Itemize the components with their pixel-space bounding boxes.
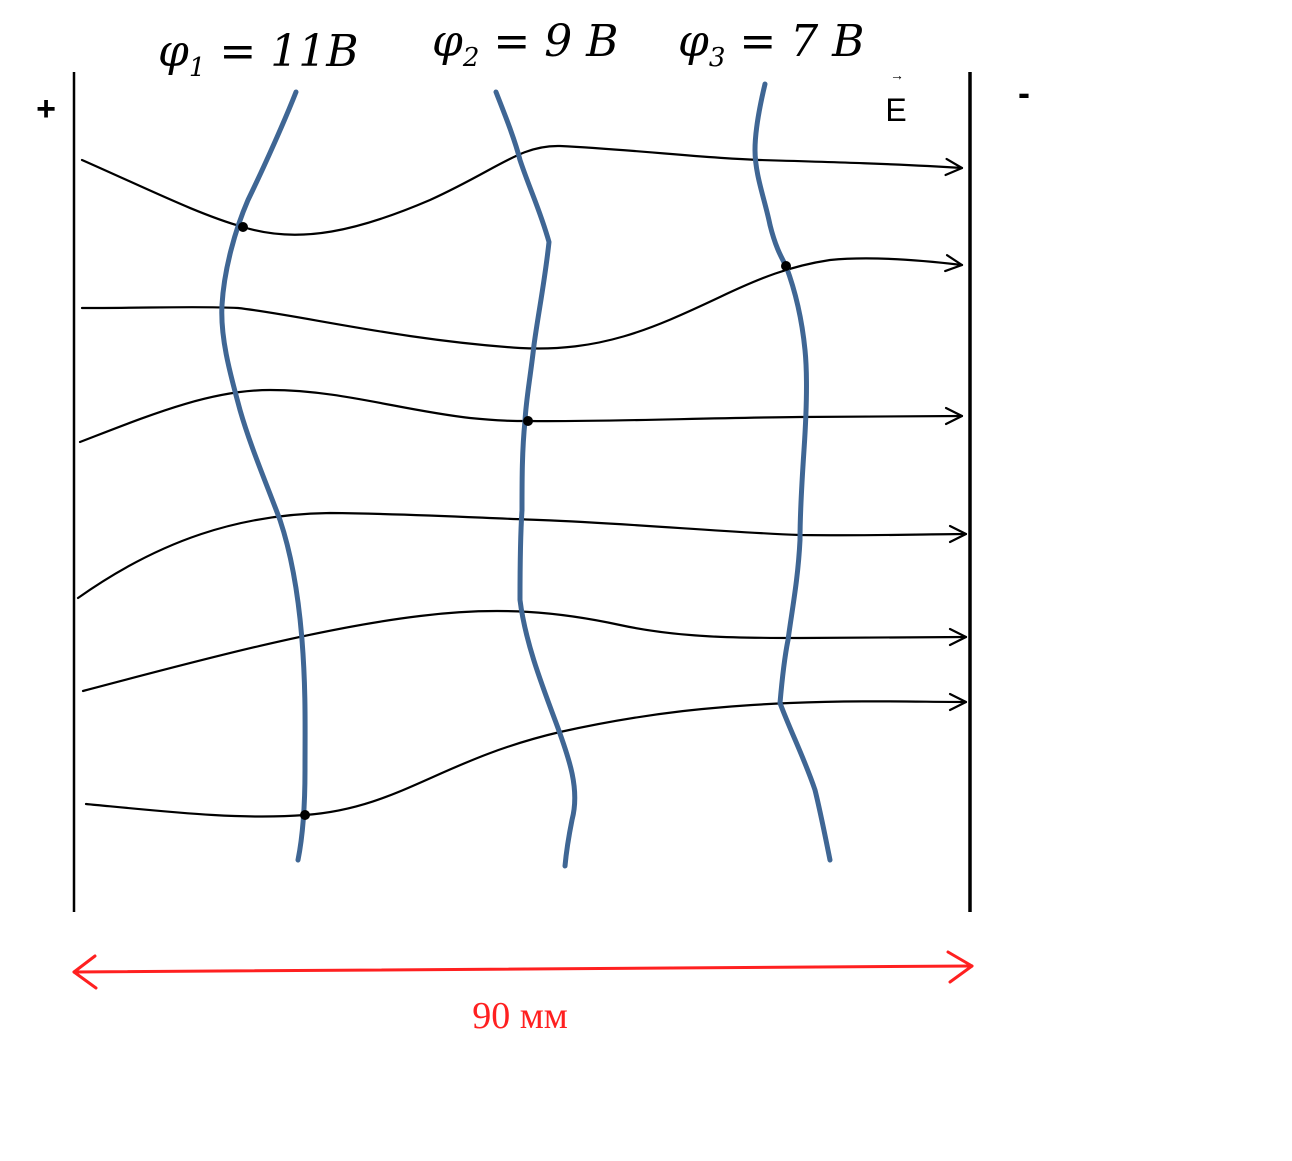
dimension-line: [72, 964, 974, 974]
field-line-1: [80, 144, 964, 236]
potential-label-2: φ2 = 9 B: [432, 16, 619, 73]
intersection-point-4: [300, 810, 310, 820]
intersection-point-1: [238, 222, 248, 232]
potential-2-symbol: φ: [432, 16, 463, 67]
field-line-2: [80, 254, 964, 350]
potential-2-index: 2: [462, 43, 480, 73]
potential-label-3: φ3 = 7 B: [678, 16, 865, 73]
potential-3-index: 3: [709, 43, 726, 73]
distance-dimension: [72, 950, 974, 990]
negative-sign: -: [1018, 72, 1030, 113]
field-line-5: [81, 609, 968, 693]
potential-1-index: 1: [189, 53, 206, 83]
field-line-6: [84, 692, 968, 818]
field-line-4: [76, 511, 968, 600]
field-line-3: [78, 388, 964, 444]
intersection-point-2: [781, 261, 791, 271]
dimension-arrowhead-right: [946, 950, 974, 984]
potential-3-value: = 7 B: [725, 16, 864, 67]
potential-1-value: = 11B: [205, 26, 358, 77]
potential-1-symbol: φ: [158, 26, 189, 77]
intersection-point-3: [523, 416, 533, 426]
positive-sign: +: [36, 90, 56, 128]
field-vector-label: → E: [885, 67, 906, 128]
potential-2-value: = 9 B: [479, 16, 618, 67]
field-label-text: E: [885, 92, 906, 128]
potential-3-symbol: φ: [678, 16, 709, 67]
dimension-arrowhead-left: [72, 954, 98, 990]
field-label-arrow: →: [890, 67, 904, 83]
distance-label: 90 мм: [472, 995, 568, 1037]
equipotential-line-1: [219, 89, 308, 863]
equipotential-line-3: [752, 81, 833, 863]
equipotential-line-2: [493, 89, 578, 869]
potential-label-1: φ1 = 11B: [158, 26, 359, 83]
